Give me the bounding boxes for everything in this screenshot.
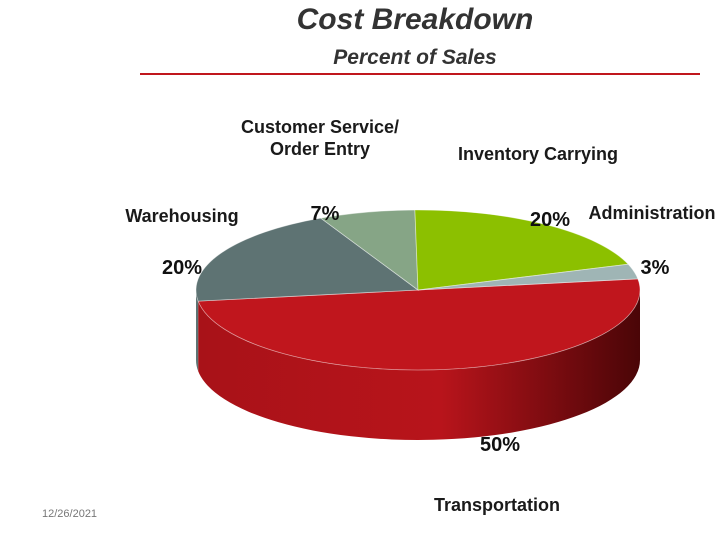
- slice-side: [198, 290, 640, 441]
- slice-label: Transportation: [433, 495, 561, 515]
- slice-label: Administration: [588, 203, 716, 223]
- slice-side: [196, 290, 199, 372]
- slice-label: Inventory Carrying: [457, 144, 619, 164]
- slice-label: Customer Service/ Order Entry: [240, 117, 400, 159]
- footer-date: 12/26/2021: [42, 508, 98, 520]
- value-label: 7%: [310, 203, 340, 225]
- pie-slice: [197, 278, 641, 371]
- chart-subtitle: Percent of Sales: [333, 46, 497, 69]
- pie-slice: [417, 263, 639, 291]
- pie-slice: [414, 209, 629, 291]
- side-face: [196, 290, 199, 372]
- chart-title: Cost Breakdown: [296, 3, 534, 36]
- value-label: 50%: [479, 434, 521, 456]
- slice-label: Warehousing: [125, 206, 239, 226]
- value-label: 3%: [640, 257, 670, 279]
- side-face: [198, 290, 640, 441]
- value-label: 20%: [161, 257, 203, 279]
- value-label: 20%: [529, 209, 571, 231]
- pie-slice: [195, 217, 420, 302]
